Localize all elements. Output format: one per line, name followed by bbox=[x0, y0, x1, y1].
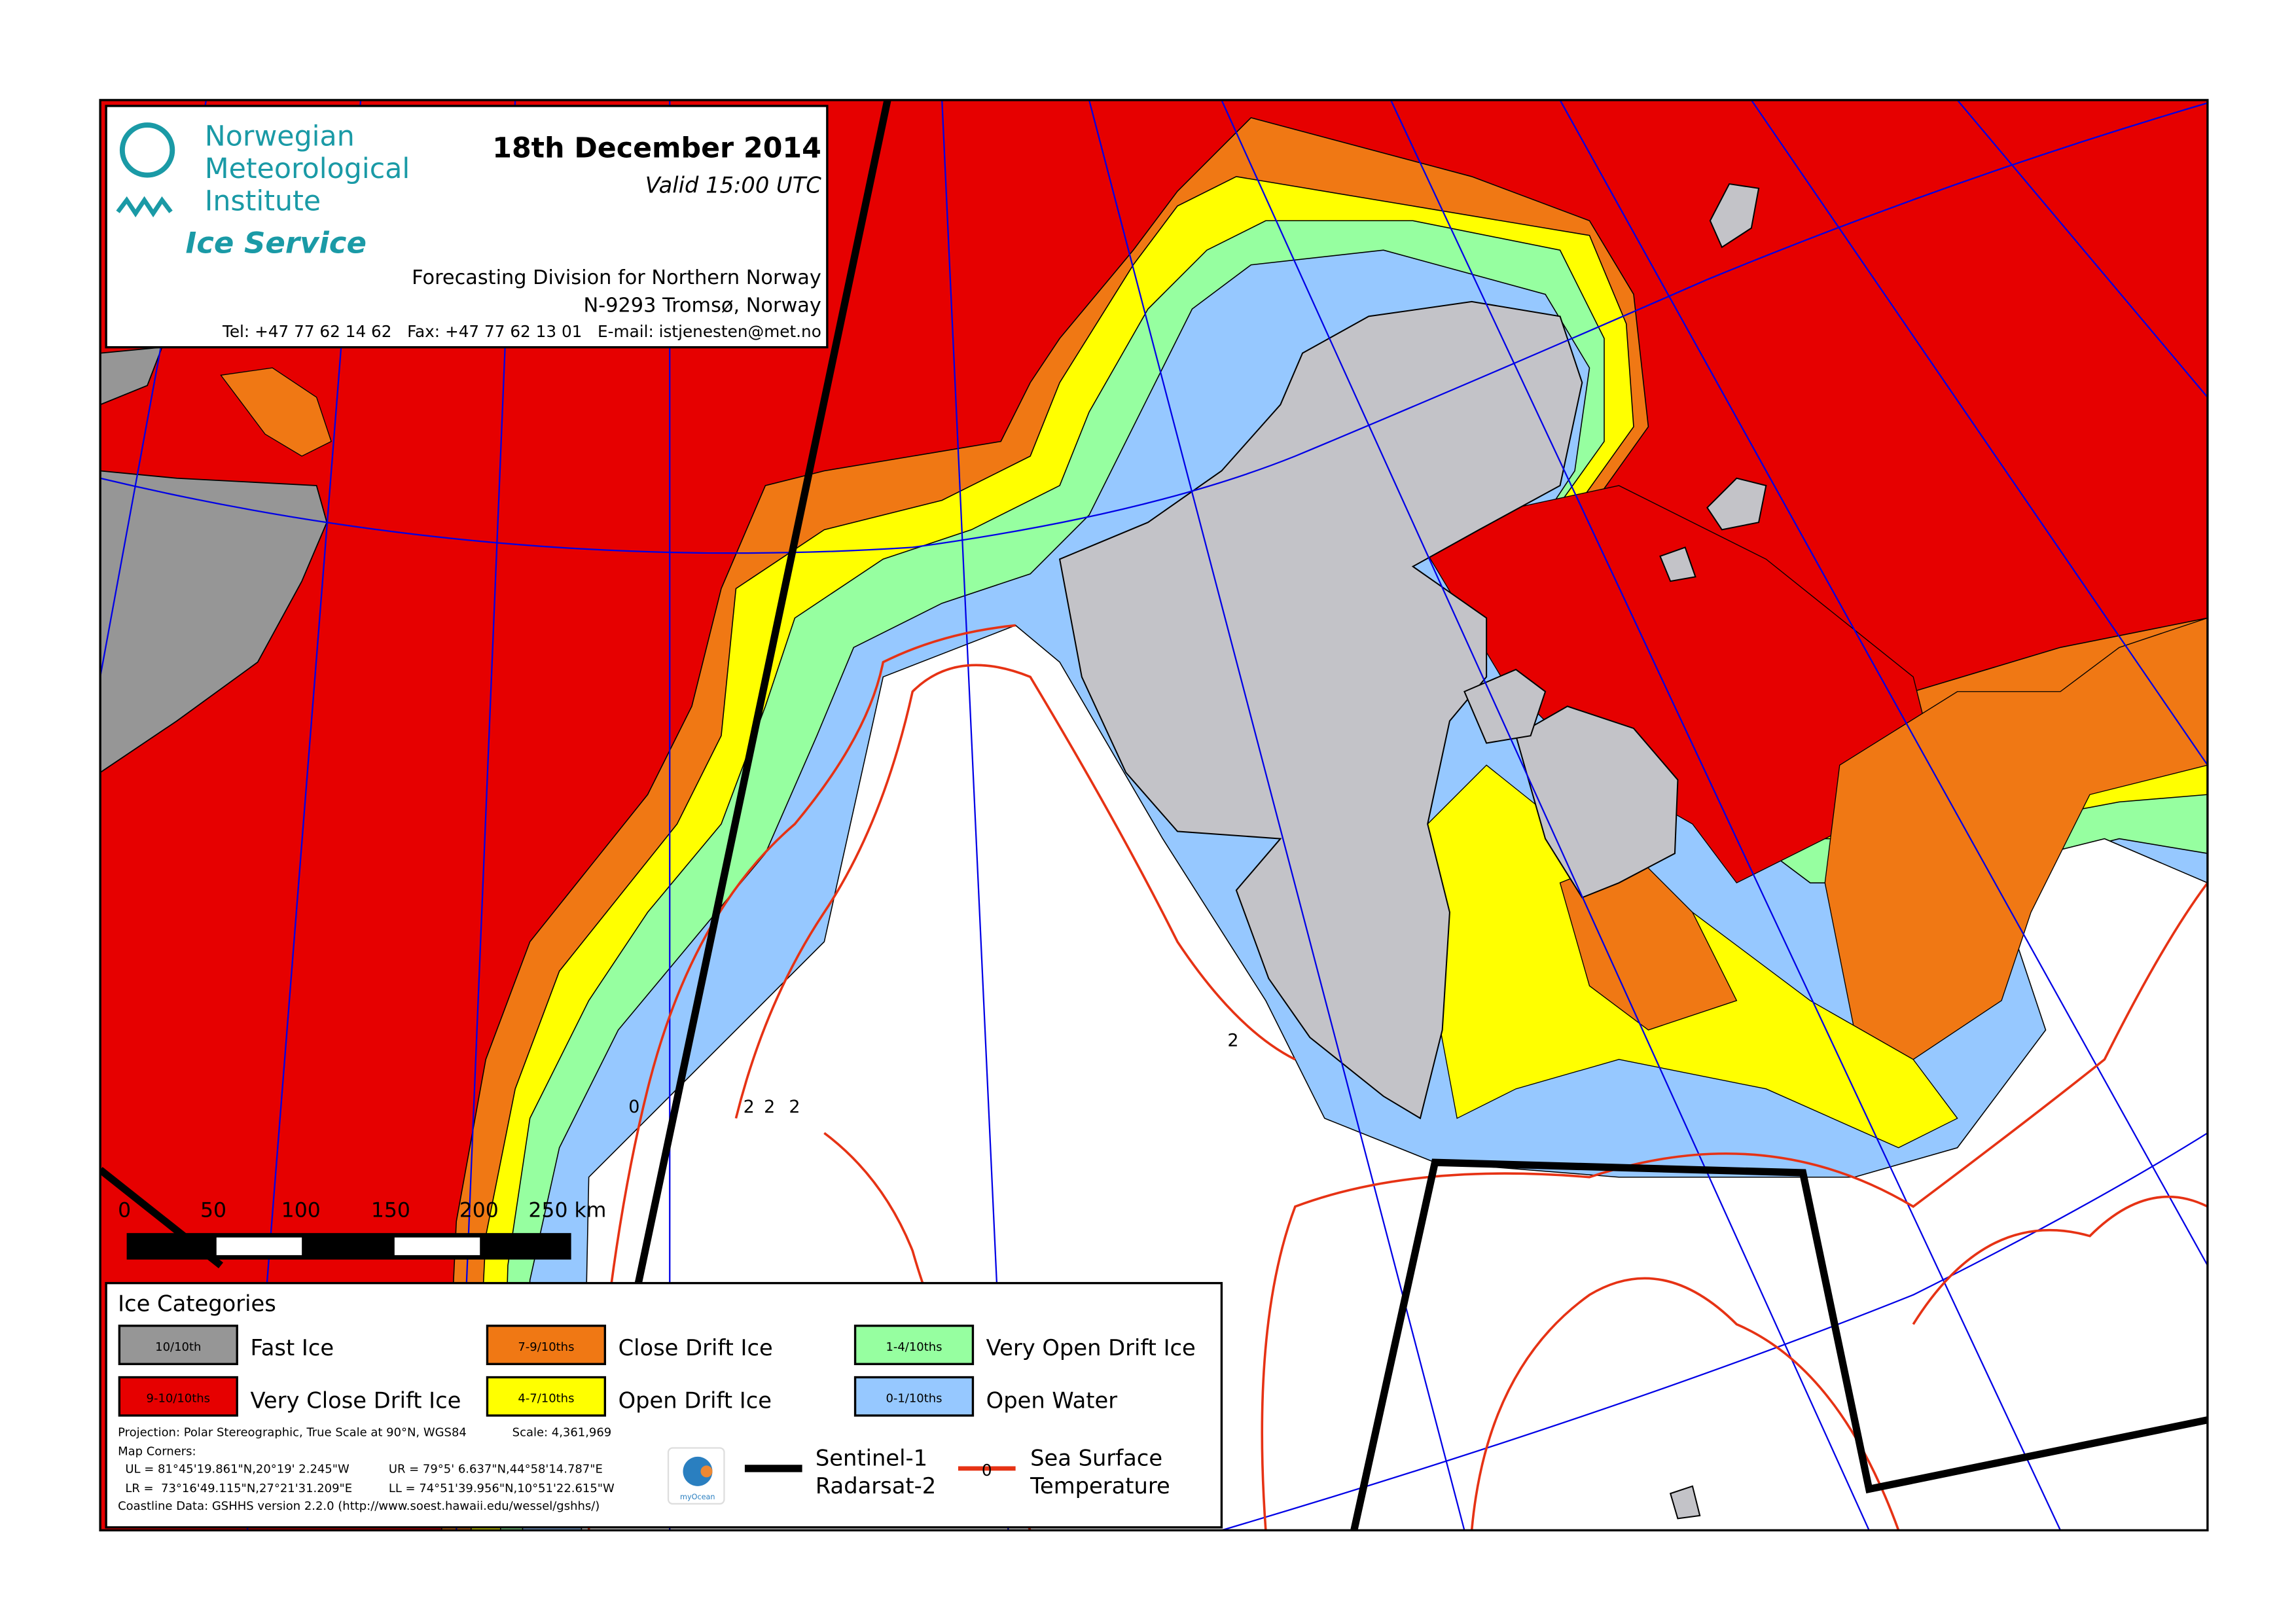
category-label: Close Drift Ice bbox=[619, 1335, 773, 1361]
legend-item-open-water: 0-1/10ths Open Water bbox=[853, 1376, 1118, 1417]
legend-item-fast-ice: 10/10th Fast Ice bbox=[118, 1325, 334, 1365]
satellite-label-1: Sentinel-1 bbox=[816, 1445, 927, 1471]
legend-item-open-drift-ice: 4-7/10ths Open Drift Ice bbox=[486, 1376, 772, 1417]
address-text: N-9293 Tromsø, Norway bbox=[584, 294, 821, 317]
wave-logo-icon bbox=[116, 196, 173, 218]
myocean-logo-text: myOcean bbox=[680, 1493, 715, 1501]
org-name-line3: Institute bbox=[205, 185, 321, 218]
category-label: Very Open Drift Ice bbox=[986, 1335, 1196, 1361]
category-label: Open Water bbox=[986, 1388, 1118, 1414]
service-name: Ice Service bbox=[186, 226, 367, 260]
scale-tick-label: 150 bbox=[371, 1198, 410, 1222]
greenland-land-north bbox=[100, 346, 163, 406]
map-frame bbox=[99, 99, 2209, 1532]
sst-label-2: Temperature bbox=[1030, 1473, 1170, 1499]
sst-label: 2 bbox=[1227, 1031, 1238, 1051]
sst-labels: 0 2 2 2 2 bbox=[628, 1031, 1238, 1117]
legend-title: Ice Categories bbox=[118, 1291, 276, 1316]
circle-logo-icon bbox=[119, 122, 175, 178]
org-name-line1: Norwegian bbox=[205, 120, 355, 153]
sst-label: 2 bbox=[764, 1097, 775, 1117]
valid-time: Valid 15:00 UTC bbox=[645, 173, 822, 198]
satellite-label-2: Radarsat-2 bbox=[816, 1473, 936, 1499]
scale-bar: 0 50 100 150 200 250 km bbox=[118, 1198, 606, 1260]
legend-item-very-open-drift-ice: 1-4/10ths Very Open Drift Ice bbox=[853, 1325, 1196, 1365]
map-area: 0 2 2 2 2 0 50 100 150 200 250 km bbox=[100, 99, 2208, 1531]
category-code: 1-4/10ths bbox=[886, 1340, 942, 1354]
scale-tick-label: 100 bbox=[281, 1198, 321, 1222]
category-code: 0-1/10ths bbox=[886, 1392, 942, 1406]
category-label: Open Drift Ice bbox=[619, 1388, 772, 1414]
category-code: 10/10th bbox=[155, 1340, 201, 1354]
sst-label: 2 bbox=[789, 1097, 800, 1117]
myocean-logo: myOcean bbox=[667, 1447, 725, 1505]
corner-ul: UL = 81°45'19.861"N,20°19' 2.245"W bbox=[125, 1463, 350, 1476]
legend-item-very-close-drift-ice: 9-10/10ths Very Close Drift Ice bbox=[118, 1376, 461, 1417]
contact-text: Tel: +47 77 62 14 62 Fax: +47 77 62 13 0… bbox=[222, 322, 821, 341]
org-name-line2: Meteorological bbox=[205, 152, 410, 185]
corner-ur: UR = 79°5' 6.637"N,44°58'14.787"E bbox=[389, 1463, 603, 1476]
scale-tick-label: 0 bbox=[118, 1198, 131, 1222]
projection-text: Projection: Polar Stereographic, True Sc… bbox=[118, 1425, 467, 1439]
scale-tick-label: 200 bbox=[459, 1198, 499, 1222]
island-small bbox=[1659, 546, 1696, 582]
kvitoya-land bbox=[1709, 183, 1760, 249]
category-label: Fast Ice bbox=[250, 1335, 334, 1361]
scale-text: Scale: 4,361,969 bbox=[512, 1425, 612, 1439]
sst-contour-2d bbox=[1470, 1277, 1900, 1531]
scale-tick-label: 50 bbox=[200, 1198, 226, 1222]
category-code: 4-7/10ths bbox=[518, 1392, 574, 1406]
sst-contour-2a bbox=[734, 664, 1296, 1119]
sentinel-radarsat-swath-east bbox=[1350, 1158, 2208, 1531]
forecast-date: 18th December 2014 bbox=[492, 132, 821, 165]
map-corners-title: Map Corners: bbox=[118, 1445, 196, 1459]
close-drift-ice-greenland bbox=[220, 367, 332, 457]
corner-ll: LL = 74°51'39.956"N,10°51'22.615"W bbox=[389, 1482, 615, 1495]
met-logo: Norwegian Meteorological Institute Ice S… bbox=[116, 120, 410, 260]
coastline-text: Coastline Data: GSHHS version 2.2.0 (htt… bbox=[118, 1499, 600, 1513]
category-code: 9-10/10ths bbox=[147, 1392, 211, 1406]
legend-box: Ice Categories 10/10th Fast Ice 7-9/10th… bbox=[105, 1281, 1223, 1529]
sst-label: 2 bbox=[744, 1097, 755, 1117]
scale-tick-label: 250 km bbox=[528, 1198, 606, 1222]
division-text: Forecasting Division for Northern Norway bbox=[412, 266, 821, 289]
sst-contour-2e bbox=[1912, 1195, 2208, 1325]
category-code: 7-9/10ths bbox=[518, 1340, 574, 1354]
hopen-island bbox=[1669, 1485, 1701, 1520]
header-box: Norwegian Meteorological Institute Ice S… bbox=[105, 105, 829, 349]
corner-lr: LR = 73°16'49.115"N,27°21'31.209"E bbox=[125, 1482, 352, 1495]
sst-label-1: Sea Surface bbox=[1030, 1445, 1162, 1471]
sentinel-radarsat-swath-west bbox=[632, 99, 891, 1296]
legend-item-close-drift-ice: 7-9/10ths Close Drift Ice bbox=[486, 1325, 773, 1365]
kong-karls-land bbox=[1706, 477, 1767, 531]
sst-label: 0 bbox=[628, 1097, 639, 1117]
sst-contour-2c bbox=[1261, 882, 2208, 1531]
category-label: Very Close Drift Ice bbox=[250, 1388, 461, 1414]
sst-symbol-label: 0 bbox=[982, 1461, 992, 1480]
barentsoya-land bbox=[1463, 668, 1547, 744]
edgeoya-land bbox=[1515, 705, 1679, 899]
greenland-land bbox=[100, 470, 328, 774]
